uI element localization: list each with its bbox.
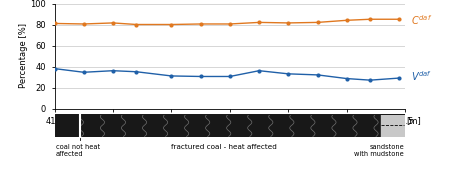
Bar (380, 114, 405, 136)
Text: $C^{daf}$: $C^{daf}$ (410, 13, 432, 27)
Y-axis label: Percentage [%]: Percentage [%] (18, 23, 27, 89)
Text: $V^{daf}$: $V^{daf}$ (410, 69, 432, 83)
Text: [m]: [m] (406, 116, 421, 125)
Text: sandstone
with mudstone: sandstone with mudstone (355, 145, 404, 158)
Text: coal not heat
affected: coal not heat affected (55, 145, 100, 158)
Text: fractured coal - heat affected: fractured coal - heat affected (171, 145, 277, 150)
